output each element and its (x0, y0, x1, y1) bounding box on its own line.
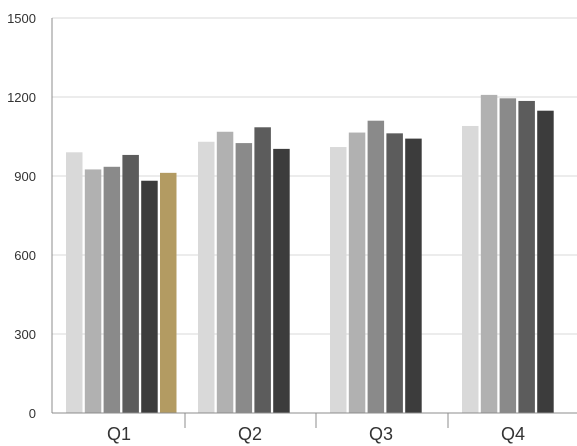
y-axis-tick-labels: 0 300 600 900 1200 1500 (7, 11, 36, 421)
bar-q1-3 (103, 166, 121, 413)
bar-q3-3 (367, 120, 385, 413)
x-tick-label-q2: Q2 (238, 424, 262, 444)
bar-q4-5 (537, 110, 554, 414)
x-tick-label-q1: Q1 (107, 424, 131, 444)
bar-q2-3 (235, 143, 253, 414)
bar-q3-4 (386, 133, 403, 413)
x-tick-label-q3: Q3 (369, 424, 393, 444)
y-tick-label: 1500 (7, 11, 36, 26)
x-axis-tick-labels: Q1 Q2 Q3 Q4 (107, 424, 525, 444)
bar-q1-4 (122, 154, 139, 413)
bar-q1-5 (141, 180, 158, 413)
y-tick-label: 0 (29, 406, 36, 421)
y-tick-label: 300 (14, 327, 36, 342)
y-tick-label: 1200 (7, 90, 36, 105)
bar-q2-1 (198, 141, 215, 413)
bar-q4-1 (462, 125, 479, 413)
bar-q2-2 (216, 131, 234, 413)
x-tick-label-q4: Q4 (501, 424, 525, 444)
bar-q1-1 (66, 152, 83, 414)
bar-q3-5 (405, 138, 422, 413)
bar-q1-2 (84, 169, 102, 413)
bar-q2-5 (273, 148, 290, 414)
axes (51, 18, 577, 428)
y-tick-label: 600 (14, 248, 36, 263)
bar-q3-1 (330, 147, 347, 414)
bar-q2-4 (254, 127, 271, 414)
bars (66, 94, 554, 414)
bar-q4-2 (480, 94, 498, 413)
bar-q1-6 (160, 172, 177, 413)
bar-q4-4 (518, 100, 535, 413)
bar-q3-2 (348, 132, 366, 414)
bar-q4-3 (499, 98, 517, 414)
y-tick-label: 900 (14, 169, 36, 184)
